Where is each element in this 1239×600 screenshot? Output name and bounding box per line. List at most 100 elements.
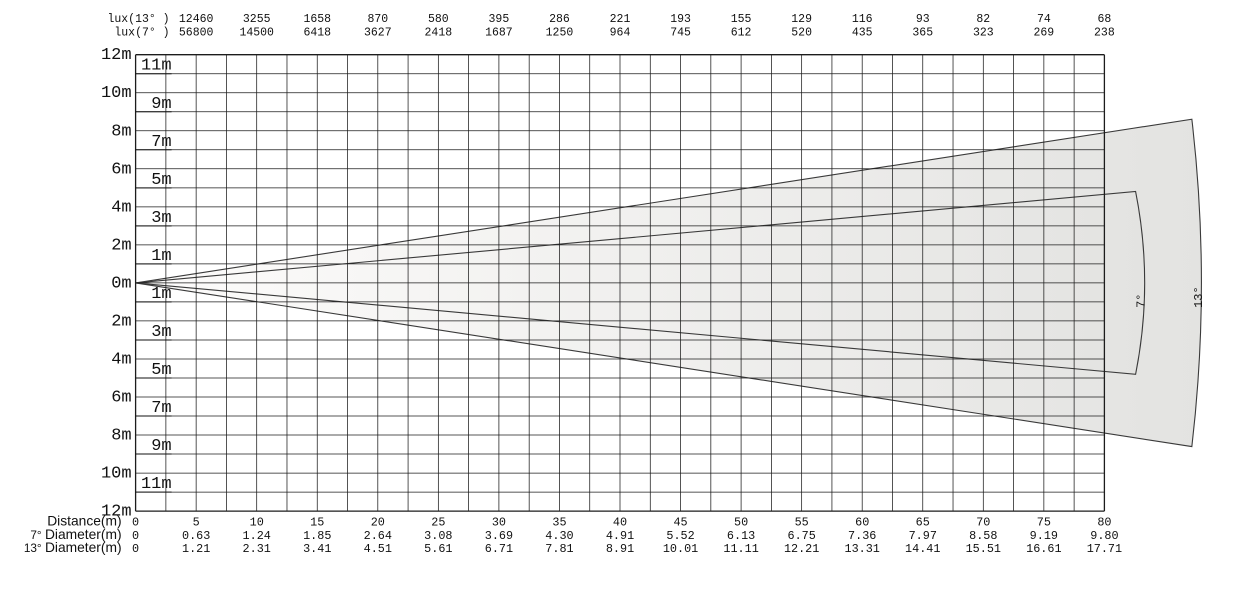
svg-text:6.71: 6.71 [485, 542, 513, 556]
svg-text:1687: 1687 [485, 27, 513, 40]
svg-text:35: 35 [552, 516, 566, 530]
svg-text:12.21: 12.21 [784, 542, 819, 556]
svg-text:5m: 5m [151, 361, 171, 380]
svg-text:56800: 56800 [179, 27, 214, 40]
svg-text:6.75: 6.75 [787, 529, 815, 543]
svg-text:40: 40 [613, 516, 627, 530]
svg-text:20: 20 [371, 516, 385, 530]
svg-text:435: 435 [852, 27, 873, 40]
svg-text:5.61: 5.61 [424, 542, 452, 556]
svg-text:65: 65 [916, 516, 930, 530]
svg-text:2418: 2418 [425, 27, 453, 40]
svg-text:1.24: 1.24 [243, 529, 271, 543]
svg-text:80: 80 [1097, 516, 1111, 530]
svg-text:4.51: 4.51 [364, 542, 392, 556]
svg-text:5.52: 5.52 [666, 529, 694, 543]
svg-text:6.13: 6.13 [727, 529, 755, 543]
svg-text:1658: 1658 [303, 13, 331, 26]
svg-text:11m: 11m [141, 475, 172, 494]
svg-text:116: 116 [852, 13, 873, 26]
svg-text:155: 155 [731, 13, 752, 26]
svg-text:17.71: 17.71 [1087, 542, 1122, 556]
svg-text:45: 45 [673, 516, 687, 530]
svg-text:50: 50 [734, 516, 748, 530]
svg-text:1.85: 1.85 [303, 529, 331, 543]
svg-text:8.58: 8.58 [969, 529, 997, 543]
svg-text:5m: 5m [151, 171, 171, 190]
svg-text:3.41: 3.41 [303, 542, 331, 556]
svg-text:365: 365 [912, 27, 933, 40]
svg-text:9.19: 9.19 [1030, 529, 1058, 543]
svg-text:7.81: 7.81 [545, 542, 573, 556]
svg-text:10m: 10m [101, 84, 132, 103]
svg-text:0: 0 [132, 516, 139, 530]
svg-text:0.63: 0.63 [182, 529, 210, 543]
svg-text:13.31: 13.31 [844, 542, 879, 556]
svg-text:9m: 9m [151, 95, 171, 114]
svg-text:129: 129 [791, 13, 812, 26]
svg-text:3.08: 3.08 [424, 529, 452, 543]
svg-text:2m: 2m [111, 236, 131, 255]
svg-text:520: 520 [791, 27, 812, 40]
svg-text:10: 10 [250, 516, 264, 530]
svg-text:16.61: 16.61 [1026, 542, 1061, 556]
svg-text:30: 30 [492, 516, 506, 530]
svg-text:0m: 0m [111, 274, 131, 293]
svg-text:3255: 3255 [243, 13, 271, 26]
svg-text:269: 269 [1033, 27, 1054, 40]
svg-text:12m: 12m [101, 46, 132, 65]
svg-text:3.69: 3.69 [485, 529, 513, 543]
svg-text:13°: 13° [1192, 286, 1206, 308]
svg-text:2m: 2m [111, 312, 131, 331]
svg-text:25: 25 [431, 516, 445, 530]
svg-text:9.80: 9.80 [1090, 529, 1118, 543]
svg-text:7.36: 7.36 [848, 529, 876, 543]
svg-text:8m: 8m [111, 122, 131, 141]
svg-text:193: 193 [670, 13, 691, 26]
svg-text:4m: 4m [111, 350, 131, 369]
svg-text:3627: 3627 [364, 27, 392, 40]
svg-text:8m: 8m [111, 427, 131, 446]
svg-text:75: 75 [1037, 516, 1051, 530]
svg-text:2.31: 2.31 [243, 542, 271, 556]
svg-text:7.97: 7.97 [909, 529, 937, 543]
svg-text:7m: 7m [151, 133, 171, 152]
svg-text:745: 745 [670, 27, 691, 40]
svg-text:1m: 1m [151, 247, 171, 266]
svg-text:lux(13° ): lux(13° ) [107, 13, 169, 26]
svg-text:870: 870 [367, 13, 388, 26]
svg-text:60: 60 [855, 516, 869, 530]
svg-text:964: 964 [610, 27, 631, 40]
svg-text:93: 93 [916, 13, 930, 26]
svg-text:323: 323 [973, 27, 994, 40]
svg-text:74: 74 [1037, 13, 1051, 26]
svg-text:68: 68 [1097, 13, 1111, 26]
svg-text:9m: 9m [151, 437, 171, 456]
svg-text:3m: 3m [151, 323, 171, 342]
svg-text:15.51: 15.51 [966, 542, 1001, 556]
svg-text:395: 395 [489, 13, 510, 26]
svg-text:221: 221 [610, 13, 631, 26]
svg-text:286: 286 [549, 13, 570, 26]
svg-text:82: 82 [976, 13, 990, 26]
svg-text:6418: 6418 [303, 27, 331, 40]
svg-text:1.21: 1.21 [182, 542, 210, 556]
svg-text:6m: 6m [111, 160, 131, 179]
svg-text:14.41: 14.41 [905, 542, 940, 556]
svg-text:5: 5 [193, 516, 200, 530]
svg-text:7°: 7° [1135, 293, 1149, 307]
svg-text:1250: 1250 [546, 27, 574, 40]
svg-text:0: 0 [132, 542, 139, 556]
svg-text:12460: 12460 [179, 13, 214, 26]
svg-text:4m: 4m [111, 198, 131, 217]
svg-text:612: 612 [731, 27, 752, 40]
svg-text:15: 15 [310, 516, 324, 530]
svg-text:580: 580 [428, 13, 449, 26]
svg-text:1m: 1m [151, 285, 171, 304]
svg-text:3m: 3m [151, 209, 171, 228]
svg-text:10.01: 10.01 [663, 542, 698, 556]
svg-text:8.91: 8.91 [606, 542, 634, 556]
svg-text:7m: 7m [151, 399, 171, 418]
svg-text:4.91: 4.91 [606, 529, 634, 543]
svg-text:11m: 11m [141, 57, 172, 76]
